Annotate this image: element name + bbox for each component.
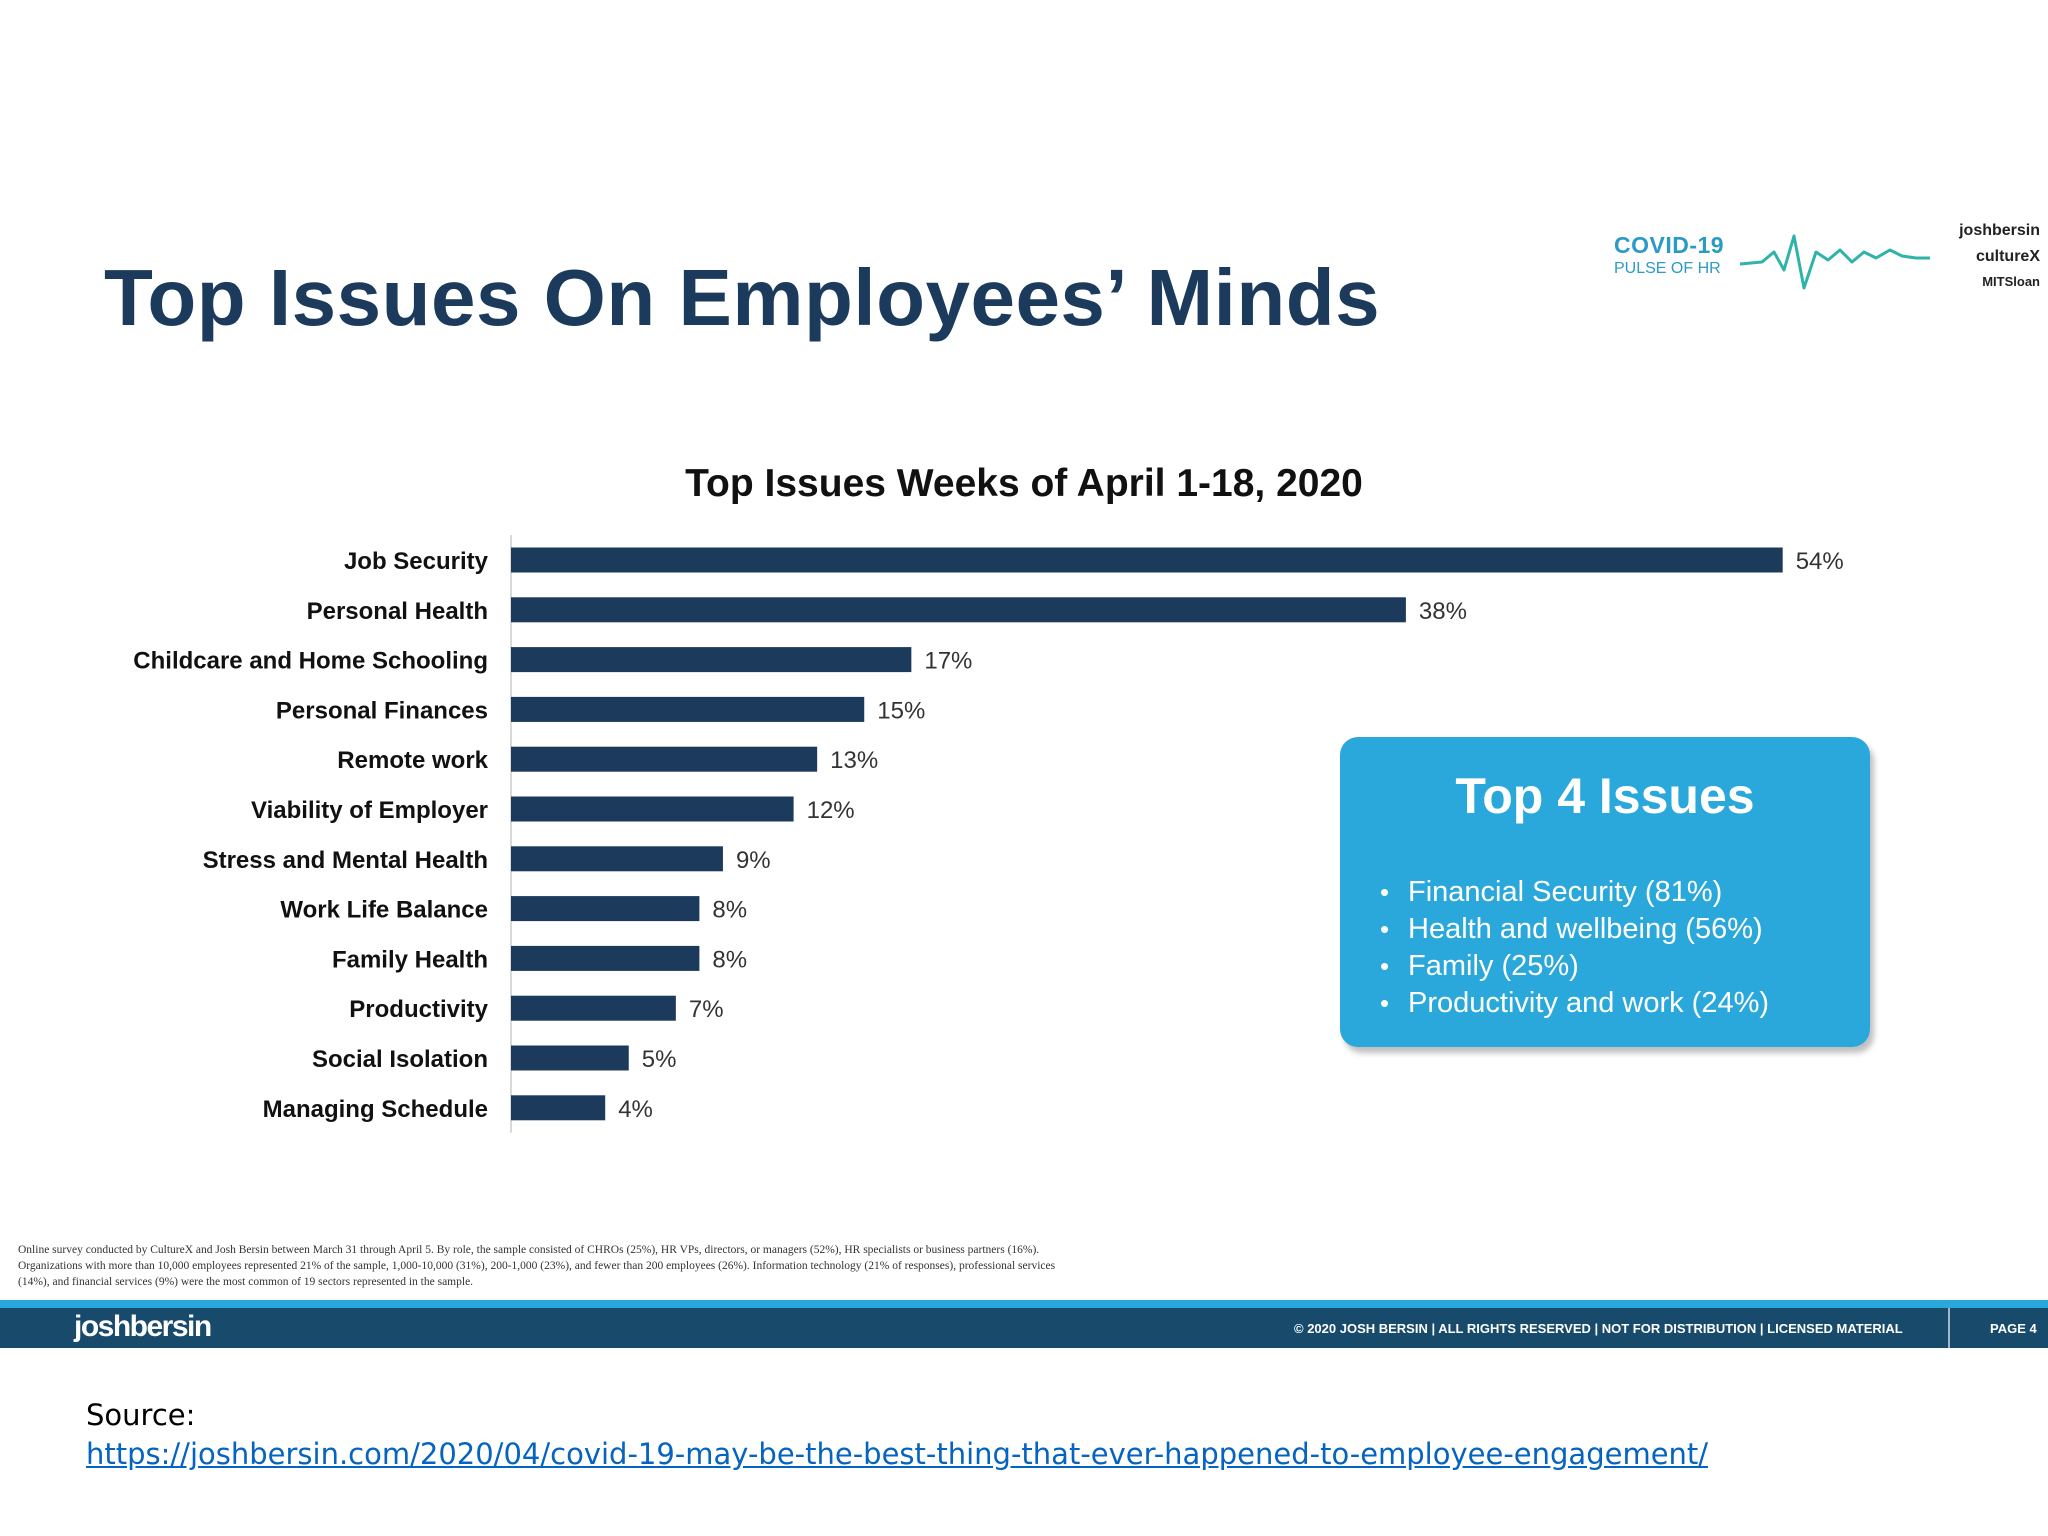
bar xyxy=(511,1045,629,1071)
value-label: 4% xyxy=(618,1096,653,1123)
category-label: Personal Finances xyxy=(276,697,488,724)
category-label: Remote work xyxy=(337,747,488,774)
joshbersin-logo: joshbersin xyxy=(1959,222,2040,239)
mit-sloan-logo: MITSloan xyxy=(1982,274,2040,289)
covid-pulse-logo-title: COVID-19 xyxy=(1614,232,1725,258)
callout-title: Top 4 Issues xyxy=(1455,768,1755,824)
bar xyxy=(511,597,1406,623)
slide-title: Top Issues On Employees’ Minds xyxy=(104,253,1381,342)
category-label: Stress and Mental Health xyxy=(203,847,488,874)
bar xyxy=(511,995,676,1021)
footer-divider xyxy=(1948,1308,1950,1348)
category-label: Productivity xyxy=(349,996,488,1023)
bar xyxy=(511,547,1783,573)
bar xyxy=(511,696,865,722)
bar xyxy=(511,1095,606,1121)
source-label: Source: xyxy=(86,1398,196,1432)
culturex-logo: cultureX xyxy=(1975,248,2040,265)
callout-item: Productivity and work (24%) xyxy=(1380,985,1769,1022)
category-label: Social Isolation xyxy=(312,1046,488,1073)
footnote-line: (14%), and financial services (9%) were … xyxy=(18,1276,474,1288)
footnote-line: Organizations with more than 10,000 empl… xyxy=(18,1260,1056,1272)
chart-title: Top Issues Weeks of April 1-18, 2020 xyxy=(685,462,1363,505)
value-label: 5% xyxy=(642,1046,677,1073)
bar-chart: Job Security 54% Personal Health 38% Childca… xyxy=(133,535,1844,1133)
value-label: 8% xyxy=(712,946,747,973)
value-label: 38% xyxy=(1419,598,1467,625)
category-label: Childcare and Home Schooling xyxy=(133,648,488,675)
value-label: 7% xyxy=(689,996,724,1023)
bar xyxy=(511,846,723,872)
category-label: Viability of Employer xyxy=(251,797,488,824)
footer-accent-line xyxy=(0,1300,2048,1308)
callout-list: Financial Security (81%) Health and well… xyxy=(1380,874,1769,1022)
bar xyxy=(511,647,912,673)
category-label: Work Life Balance xyxy=(280,897,488,924)
value-label: 8% xyxy=(712,897,747,924)
bar xyxy=(511,896,700,922)
value-label: 15% xyxy=(877,697,925,724)
bar xyxy=(511,746,818,772)
survey-footnote: Online survey conducted by CultureX and … xyxy=(18,1242,1218,1290)
category-label: Job Security xyxy=(344,548,489,575)
top-issues-callout: Top 4 Issues Financial Security (81%) He… xyxy=(1340,737,1870,1047)
callout-item: Health and wellbeing (56%) xyxy=(1380,911,1769,948)
category-label: Family Health xyxy=(332,946,488,973)
covid-pulse-logo-subtitle: PULSE OF HR xyxy=(1614,260,1721,277)
pulse-wave-icon xyxy=(1740,234,1930,290)
bar xyxy=(511,796,794,822)
callout-item: Financial Security (81%) xyxy=(1380,874,1769,911)
footer-bar: joshbersin © 2020 JOSH BERSIN | ALL RIGH… xyxy=(0,1308,2048,1348)
value-label: 12% xyxy=(807,797,855,824)
callout-item: Family (25%) xyxy=(1380,948,1769,985)
value-label: 54% xyxy=(1796,548,1844,575)
source-link[interactable]: https://joshbersin.com/2020/04/covid-19-… xyxy=(86,1437,1709,1471)
footer-copyright: © 2020 JOSH BERSIN | ALL RIGHTS RESERVED… xyxy=(1294,1321,1903,1336)
footnote-line: Online survey conducted by CultureX and … xyxy=(18,1244,1040,1256)
category-label: Managing Schedule xyxy=(263,1096,488,1123)
bar xyxy=(511,945,700,971)
page-number: PAGE 4 xyxy=(1990,1321,2037,1336)
value-label: 17% xyxy=(924,648,972,675)
category-label: Personal Health xyxy=(307,598,488,625)
value-label: 13% xyxy=(830,747,878,774)
footer-logo: joshbersin xyxy=(74,1310,212,1343)
brand-logos: COVID-19 PULSE OF HR joshbersin cultureX… xyxy=(1600,218,2040,308)
value-label: 9% xyxy=(736,847,771,874)
